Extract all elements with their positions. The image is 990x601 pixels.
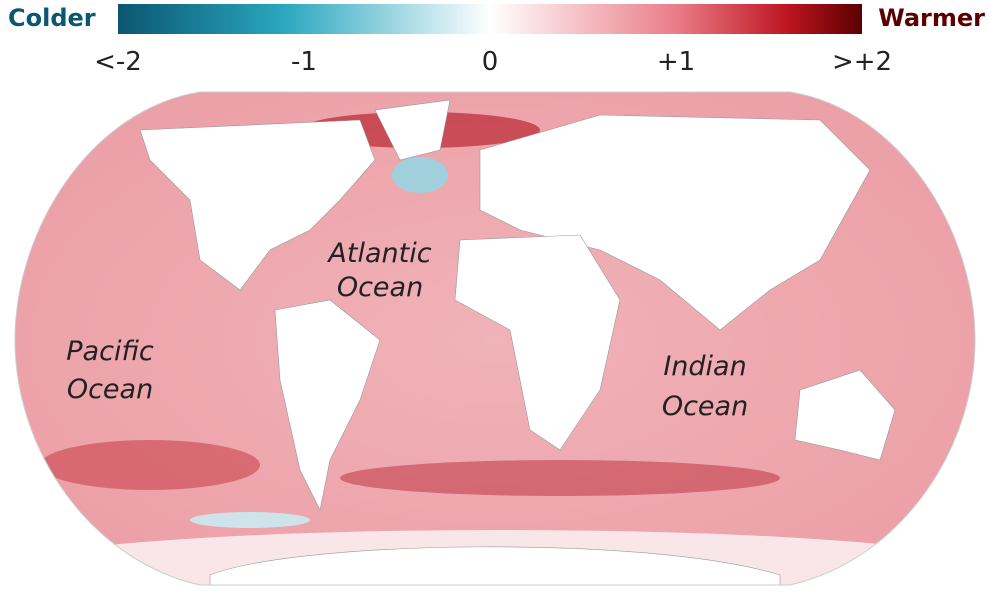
ocean-label: Pacific Ocean — [66, 336, 154, 405]
legend-tick-label: 0 — [482, 47, 499, 77]
legend-tick-label: -1 — [291, 47, 317, 77]
warm-patch — [340, 460, 780, 496]
cold-patch — [392, 157, 448, 193]
ocean-label: Indian Ocean — [662, 351, 748, 422]
warm-patch — [40, 440, 260, 490]
map: Atlantic Ocean Pacific Ocean Indian Ocean — [15, 92, 975, 585]
legend-left-label: Colder — [8, 4, 96, 32]
land — [139, 99, 896, 585]
cold-patch — [190, 512, 310, 528]
legend-tick-label: <-2 — [94, 47, 142, 77]
map-outline — [14, 91, 976, 586]
legend-tick-label: +1 — [657, 47, 695, 77]
ocean-label: Atlantic Ocean — [326, 238, 431, 303]
color-bar — [118, 4, 862, 34]
legend-right-label: Warmer — [878, 4, 985, 32]
legend-tick-label: >+2 — [832, 47, 892, 77]
legend-ticks: <-2 -1 0 +1 >+2 — [94, 47, 892, 77]
